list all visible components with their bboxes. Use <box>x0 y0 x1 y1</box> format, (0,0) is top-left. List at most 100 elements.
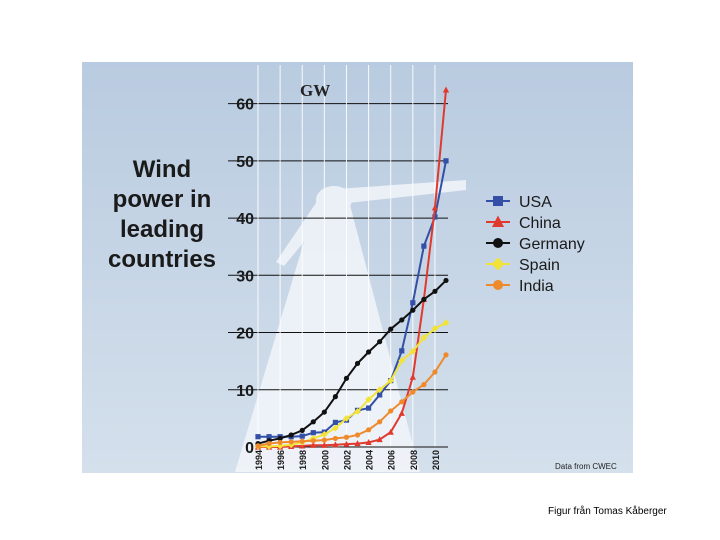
data-point <box>321 437 327 443</box>
data-point <box>299 427 305 434</box>
data-point <box>354 360 361 367</box>
data-point <box>410 300 416 306</box>
x-tick-label: 2010 <box>431 450 441 470</box>
data-point <box>310 438 316 444</box>
data-point <box>443 158 449 164</box>
data-point <box>420 334 428 342</box>
data-point <box>388 408 394 414</box>
legend-label: Germany <box>519 236 585 253</box>
data-point <box>442 319 450 327</box>
data-point <box>310 441 317 448</box>
data-point <box>343 440 350 447</box>
data-point <box>443 352 449 358</box>
legend-marker <box>492 215 504 227</box>
grid-lines <box>228 65 448 448</box>
x-tick-label: 2006 <box>387 450 397 470</box>
data-point <box>376 386 384 394</box>
x-tick-label: 2000 <box>320 450 330 470</box>
data-point <box>343 375 350 381</box>
data-point <box>421 296 427 302</box>
data-point <box>310 430 316 436</box>
legend-item: China <box>486 215 561 232</box>
series-spain <box>254 319 450 450</box>
legend-label: India <box>519 278 554 295</box>
source-note: Data from CWEC <box>555 462 617 471</box>
y-tick-label: 0 <box>245 440 254 457</box>
chart-title-line: Wind <box>133 156 191 183</box>
data-point <box>365 405 372 411</box>
data-point <box>332 441 339 448</box>
x-tick-label: 2002 <box>342 450 352 470</box>
legend-label: China <box>519 215 561 232</box>
legend-marker <box>491 257 505 271</box>
data-point <box>299 438 305 444</box>
y-tick-label: 20 <box>236 326 254 343</box>
data-point <box>388 326 394 332</box>
caption: Figur från Tomas Kåberger <box>548 506 667 517</box>
data-point <box>266 434 272 440</box>
data-point <box>277 439 283 446</box>
y-tick-label: 30 <box>236 268 254 285</box>
data-point <box>421 382 427 388</box>
turbine-photo <box>235 180 466 472</box>
chart-title: Wind power in leading countries <box>108 156 216 273</box>
data-point <box>431 325 439 332</box>
data-point <box>376 436 383 443</box>
data-point <box>365 439 372 446</box>
chart-title-line: leading <box>120 216 204 243</box>
data-point <box>410 307 416 313</box>
data-point <box>332 394 339 400</box>
x-tick-label: 2004 <box>365 450 375 470</box>
data-point <box>310 419 316 425</box>
data-point <box>409 348 417 355</box>
data-point <box>354 408 361 415</box>
data-point <box>320 431 328 438</box>
series-india <box>255 352 449 449</box>
data-point <box>343 415 350 422</box>
data-point <box>443 277 449 284</box>
legend-item: Germany <box>486 236 585 253</box>
data-point <box>432 369 438 375</box>
data-point <box>399 399 405 405</box>
x-tick-label: 2008 <box>409 450 419 470</box>
legend-marker <box>493 196 503 206</box>
data-point <box>399 317 405 323</box>
chart-title-line: countries <box>108 246 216 273</box>
data-point <box>399 348 405 354</box>
data-point <box>288 439 294 445</box>
legend-item: India <box>486 278 554 295</box>
data-point <box>365 396 372 403</box>
data-point <box>387 428 394 435</box>
data-point <box>377 392 383 398</box>
series-lines <box>254 86 450 450</box>
data-point <box>442 86 450 93</box>
data-point <box>288 432 294 438</box>
data-point <box>321 441 328 448</box>
data-point <box>377 339 383 345</box>
series-line <box>258 89 447 448</box>
data-point <box>421 243 427 249</box>
y-tick-label: 60 <box>236 97 254 114</box>
data-point <box>409 373 416 380</box>
y-axis-label: GW <box>300 81 330 100</box>
legend-label: Spain <box>519 257 560 274</box>
data-point <box>354 440 361 447</box>
legend-item: USA <box>486 194 552 211</box>
data-point <box>398 409 405 416</box>
x-tick-labels: 1994 1996 1998 2000 2002 2004 2006 2008 2010 <box>254 450 441 470</box>
legend-item: Spain <box>486 257 560 274</box>
data-point <box>365 349 372 355</box>
y-tick-label: 10 <box>236 383 254 400</box>
y-tick-label: 40 <box>236 211 254 228</box>
data-point <box>377 419 383 425</box>
y-tick-label: 50 <box>236 154 254 171</box>
data-point <box>321 409 327 415</box>
x-tick-label: 1998 <box>298 450 308 470</box>
data-point <box>343 434 350 440</box>
data-point <box>266 440 272 447</box>
y-tick-labels: 0 10 20 30 40 50 60 <box>236 97 254 457</box>
data-point <box>255 434 261 440</box>
data-point <box>332 419 339 425</box>
legend-marker <box>493 238 503 248</box>
